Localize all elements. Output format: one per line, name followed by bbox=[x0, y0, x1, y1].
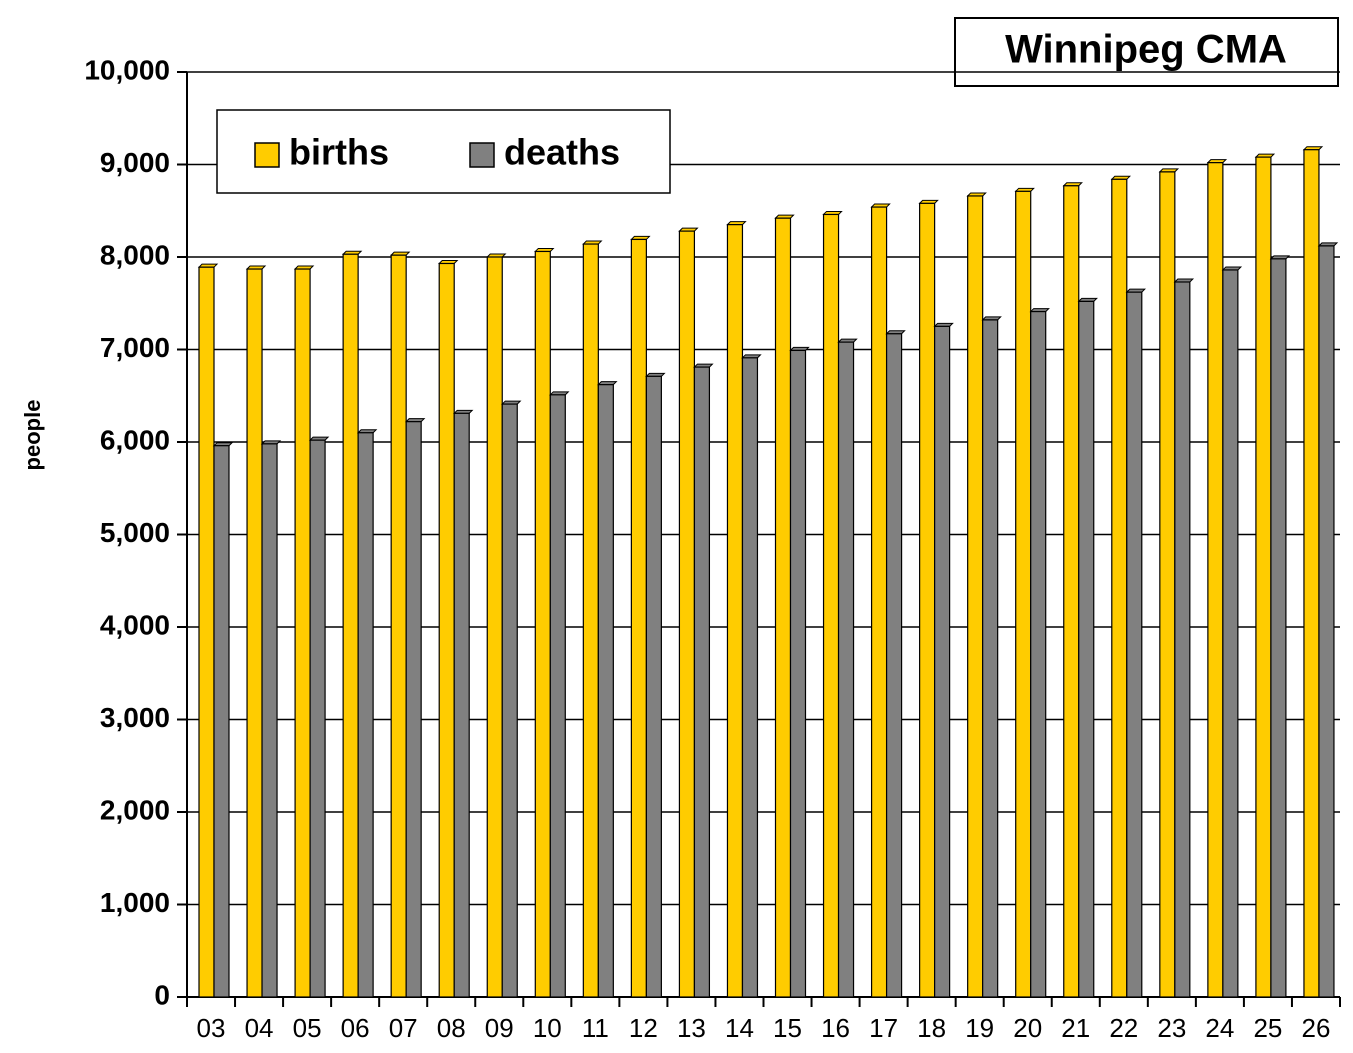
bar bbox=[501, 403, 518, 998]
bar bbox=[261, 443, 278, 998]
bar bbox=[726, 224, 744, 998]
x-tick-label: 17 bbox=[869, 1013, 898, 1043]
bar bbox=[198, 266, 215, 998]
x-tick-label: 25 bbox=[1253, 1013, 1282, 1043]
bar bbox=[405, 421, 422, 998]
x-tick-label: 11 bbox=[582, 1013, 609, 1043]
y-tick-label: 8,000 bbox=[100, 239, 170, 270]
bar bbox=[885, 333, 903, 998]
x-tick-label: 13 bbox=[677, 1013, 706, 1043]
x-tick-label: 24 bbox=[1205, 1013, 1234, 1043]
x-tick-label: 04 bbox=[245, 1013, 274, 1043]
bar bbox=[1078, 300, 1095, 998]
bar bbox=[453, 412, 470, 998]
bar bbox=[534, 250, 551, 998]
x-tick-label: 09 bbox=[485, 1013, 514, 1043]
x-tick-label: 12 bbox=[629, 1013, 658, 1043]
bar bbox=[357, 432, 374, 998]
y-axis-label: people bbox=[20, 400, 45, 471]
x-tick-label: 18 bbox=[917, 1013, 946, 1043]
y-tick-label: 5,000 bbox=[100, 517, 170, 548]
bar bbox=[1207, 162, 1224, 998]
x-tick-label: 14 bbox=[725, 1013, 754, 1043]
bar bbox=[1318, 245, 1335, 998]
y-tick-label: 4,000 bbox=[100, 609, 170, 640]
bar bbox=[1030, 310, 1047, 998]
bar bbox=[1270, 258, 1287, 998]
x-tick-label: 23 bbox=[1157, 1013, 1186, 1043]
legend-swatch bbox=[469, 142, 495, 168]
legend-label: deaths bbox=[504, 132, 620, 173]
x-tick-label: 08 bbox=[437, 1013, 466, 1043]
bar bbox=[837, 341, 855, 998]
x-tick-label: 22 bbox=[1109, 1013, 1138, 1043]
bar bbox=[342, 253, 359, 998]
bar bbox=[1159, 171, 1176, 998]
y-tick-label: 9,000 bbox=[100, 147, 170, 178]
bar bbox=[967, 195, 984, 998]
bar bbox=[789, 349, 807, 998]
y-tick-label: 6,000 bbox=[100, 424, 170, 455]
bar bbox=[934, 325, 951, 998]
bar bbox=[1015, 190, 1032, 998]
bar bbox=[486, 256, 503, 998]
y-tick-label: 3,000 bbox=[100, 702, 170, 733]
bar bbox=[645, 375, 662, 998]
bar bbox=[1111, 178, 1128, 998]
title-box bbox=[954, 17, 1339, 87]
bar bbox=[678, 230, 696, 998]
bar bbox=[630, 238, 647, 998]
bar bbox=[597, 384, 614, 998]
x-tick-label: 19 bbox=[965, 1013, 994, 1043]
bar bbox=[1303, 149, 1320, 998]
bar bbox=[294, 268, 311, 998]
bar bbox=[582, 243, 599, 998]
legend-swatch bbox=[254, 142, 280, 168]
x-tick-label: 26 bbox=[1302, 1013, 1331, 1043]
bar bbox=[390, 254, 407, 998]
bar bbox=[213, 445, 230, 998]
x-tick-label: 05 bbox=[293, 1013, 322, 1043]
bar bbox=[774, 217, 792, 998]
bar bbox=[1174, 281, 1191, 998]
x-tick-label: 16 bbox=[821, 1013, 850, 1043]
bar bbox=[1255, 156, 1272, 998]
y-tick-label: 0 bbox=[154, 979, 170, 1010]
bar bbox=[870, 206, 888, 998]
bar bbox=[438, 262, 455, 998]
y-tick-label: 2,000 bbox=[100, 794, 170, 825]
legend-label: births bbox=[289, 132, 389, 173]
x-tick-label: 06 bbox=[341, 1013, 370, 1043]
bar bbox=[741, 357, 759, 998]
bar bbox=[1126, 291, 1143, 998]
x-tick-label: 07 bbox=[389, 1013, 418, 1043]
bar bbox=[246, 268, 263, 998]
bar bbox=[309, 439, 326, 998]
y-tick-label: 7,000 bbox=[100, 332, 170, 363]
bar bbox=[822, 213, 840, 998]
chart-title: Winnipeg CMA bbox=[1005, 28, 1287, 72]
y-tick-label: 1,000 bbox=[100, 887, 170, 918]
bar bbox=[1222, 269, 1239, 998]
x-tick-label: 20 bbox=[1013, 1013, 1042, 1043]
bar bbox=[549, 394, 566, 998]
x-tick-label: 21 bbox=[1061, 1013, 1090, 1043]
bar bbox=[1063, 185, 1080, 998]
x-tick-label: 03 bbox=[197, 1013, 226, 1043]
legend-box bbox=[216, 109, 671, 194]
x-tick-label: 15 bbox=[773, 1013, 802, 1043]
bar bbox=[693, 366, 711, 998]
x-tick-label: 10 bbox=[533, 1013, 562, 1043]
y-tick-label: 10,000 bbox=[84, 54, 170, 85]
bar bbox=[982, 319, 999, 998]
bar bbox=[919, 202, 936, 998]
